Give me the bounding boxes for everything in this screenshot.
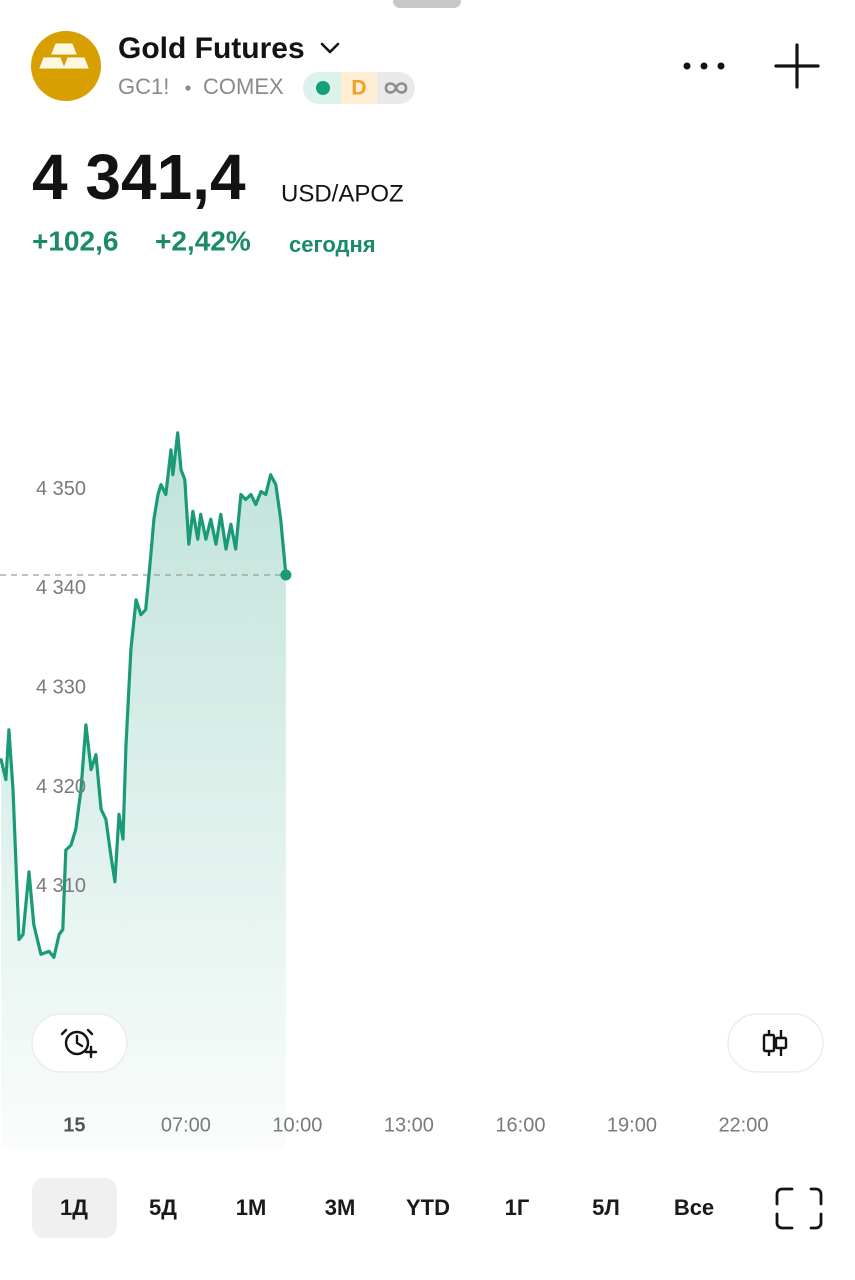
separator-dot (185, 85, 191, 91)
price-line (0, 431, 288, 959)
status-badges[interactable]: D (303, 72, 415, 104)
last-price-dot (280, 569, 292, 581)
x-tick-label: 19:00 (607, 1114, 657, 1136)
delay-badge: D (351, 77, 366, 100)
area-fill (1, 432, 286, 1150)
period-option[interactable]: Все (674, 1195, 714, 1220)
period-option[interactable]: 5Л (592, 1195, 620, 1220)
title-chevron[interactable] (320, 42, 340, 54)
period-option[interactable]: YTD (406, 1195, 450, 1220)
y-tick-label: 4 330 (36, 676, 86, 698)
x-tick-label: 07:00 (161, 1114, 211, 1136)
x-tick-label: 16:00 (495, 1114, 545, 1136)
symbol-logo (31, 31, 101, 101)
price-change: +102,6 (32, 225, 118, 256)
last-price: 4 341,4 (32, 141, 246, 213)
exchange: COMEX (203, 74, 284, 99)
x-tick-label: 22:00 (718, 1114, 768, 1136)
period-selector: 1Д 5Д 1М 3М YTD 1Г 5Л Все (32, 1178, 714, 1238)
period-option[interactable]: 1Д (60, 1195, 88, 1220)
y-tick-label: 4 350 (36, 478, 86, 500)
x-tick-label: 15 (63, 1114, 85, 1136)
fullscreen-button[interactable] (775, 1187, 823, 1230)
change-period: сегодня (289, 232, 376, 257)
y-tick-label: 4 310 (36, 875, 86, 897)
alert-button[interactable] (31, 1013, 128, 1073)
drag-handle[interactable] (393, 0, 461, 8)
chart: 4 350 4 340 4 330 4 320 4 310 15 07:00 10:00 13:… (0, 431, 769, 1150)
symbol-title[interactable]: Gold Futures (118, 32, 305, 65)
period-selected-bg (32, 1178, 117, 1238)
symbol-ticker: GC1! (118, 74, 169, 99)
y-tick-label: 4 340 (36, 577, 86, 599)
more-button[interactable] (683, 62, 725, 70)
period-option[interactable]: 5Д (149, 1195, 177, 1220)
price-unit: USD/APOZ (281, 180, 404, 207)
x-tick-label: 10:00 (272, 1114, 322, 1136)
add-button[interactable] (774, 43, 820, 89)
period-option[interactable]: 1Г (505, 1195, 530, 1220)
price-change-percent: +2,42% (155, 225, 251, 256)
period-option[interactable]: 3М (325, 1195, 356, 1220)
chart-style-button[interactable] (727, 1013, 824, 1073)
y-tick-label: 4 320 (36, 776, 86, 798)
x-tick-label: 13:00 (384, 1114, 434, 1136)
period-option[interactable]: 1М (236, 1195, 267, 1220)
